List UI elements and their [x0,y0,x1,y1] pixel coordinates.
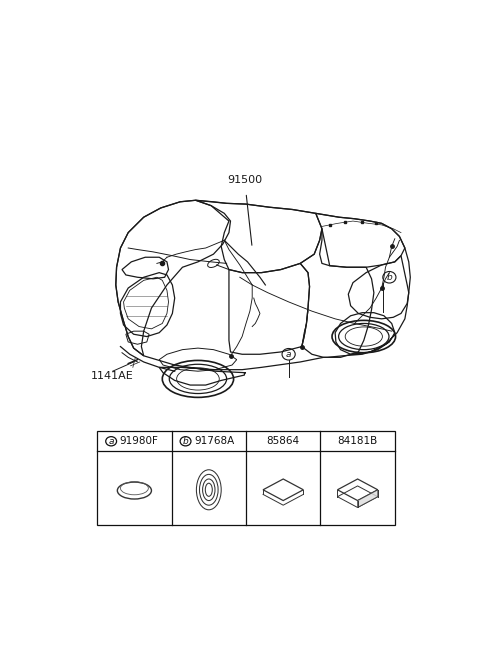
Text: 91980F: 91980F [120,436,158,446]
Polygon shape [358,490,378,508]
Text: 91768A: 91768A [194,436,234,446]
Bar [97,431,395,525]
Text: 1141AE: 1141AE [91,371,134,381]
Text: 84181B: 84181B [337,436,378,446]
Text: a: a [286,350,291,359]
Text: b: b [386,272,392,282]
Text: b: b [183,437,189,446]
Text: a: a [108,437,114,446]
Text: 91500: 91500 [227,174,262,185]
Text: 85864: 85864 [266,436,300,446]
